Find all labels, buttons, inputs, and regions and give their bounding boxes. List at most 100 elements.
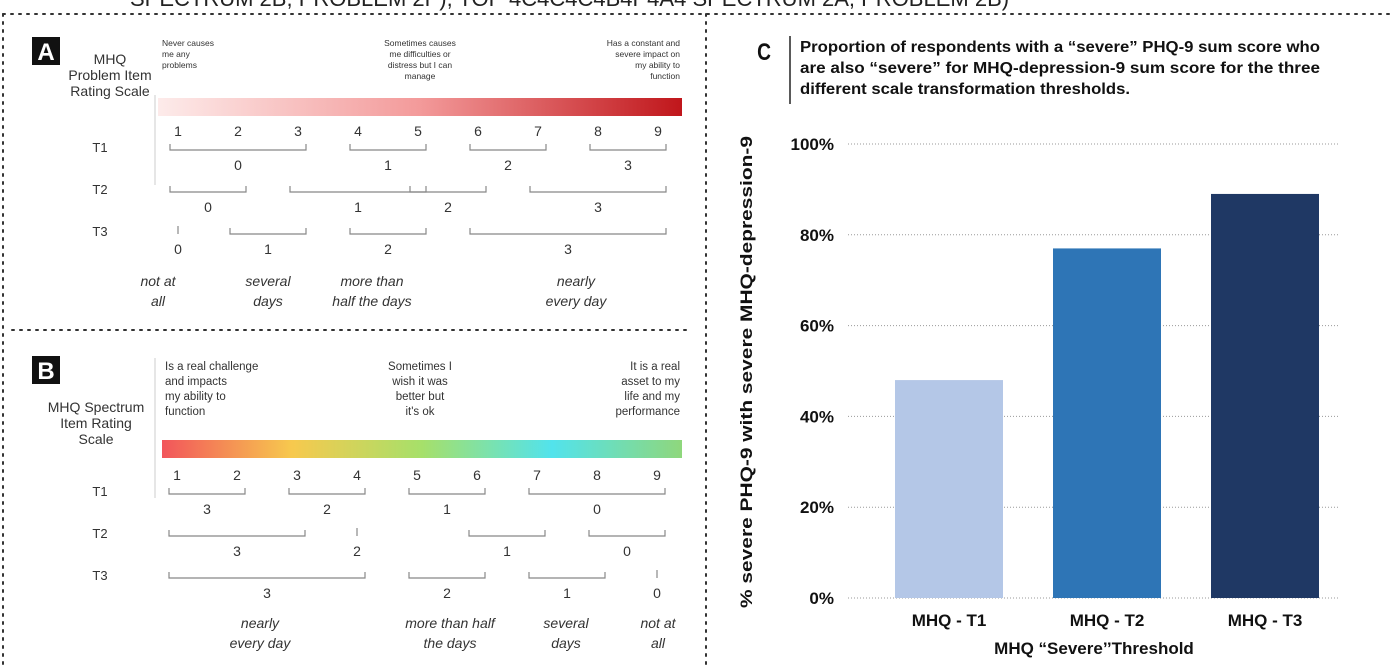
panel-a-frequency-labels: not at all several days more than half the da…: [140, 273, 607, 309]
y-tick-label: 100%: [791, 135, 834, 154]
anchor-text-line: function: [650, 71, 680, 81]
anchor-text-line: It is a real: [630, 361, 680, 373]
threshold-value: 2: [504, 157, 512, 173]
threshold-row-label: T3: [92, 224, 107, 239]
threshold-bracket: 0: [169, 144, 307, 173]
threshold-row-label: T1: [92, 140, 107, 155]
spectrum-gradient-bar: [162, 440, 682, 458]
frequency-label-line: several: [543, 615, 589, 631]
scale-number: 8: [593, 467, 601, 483]
caption-line: Proportion of respondents with a “severe…: [800, 39, 1320, 56]
anchor-text-line: Is a real challenge: [165, 361, 258, 373]
panel-a-title-line: MHQ: [94, 51, 127, 67]
threshold-bracket: 2: [409, 186, 487, 215]
threshold-value: 3: [263, 585, 271, 601]
frequency-label-line: all: [651, 635, 666, 651]
threshold-value: 2: [323, 501, 331, 517]
scale-number: 3: [294, 123, 302, 139]
panel-c-letter: C: [757, 38, 771, 66]
panel-a-title-line: Problem Item: [68, 67, 151, 83]
anchor-text-line: Sometimes I: [388, 361, 452, 373]
panel-b-title-line: MHQ Spectrum: [48, 399, 144, 415]
y-tick-label: 60%: [800, 317, 834, 336]
panel-b-scale-numbers: 1 2 3 4 5 6 7 8 9: [173, 467, 661, 483]
anchor-text-line: and impacts: [165, 376, 227, 388]
panel-a-letter: A: [37, 39, 54, 66]
threshold-bracket: 3: [168, 530, 306, 559]
scale-number: 3: [293, 467, 301, 483]
frequency-label-line: every day: [230, 635, 292, 651]
threshold-value: 2: [384, 241, 392, 257]
anchor-text-line: my ability to: [165, 391, 226, 403]
bar-1: [895, 380, 1003, 598]
panel-a-letter-box: [32, 37, 60, 65]
panel-b-letter: B: [37, 358, 54, 385]
y-tick-label: 40%: [800, 407, 834, 426]
scale-number: 1: [173, 467, 181, 483]
threshold-value: 0: [653, 585, 661, 601]
threshold-row-label: T2: [92, 182, 107, 197]
threshold-bracket: 1: [468, 530, 546, 559]
anchor-text-line: manage: [405, 71, 436, 81]
threshold-bracket: 3: [168, 572, 366, 601]
anchor-text-line: my ability to: [635, 60, 680, 70]
panel-b-anchor-texts: Is a real challenge and impacts my ability…: [165, 361, 680, 418]
frequency-label-line: days: [253, 293, 283, 309]
y-tick-label: 20%: [800, 498, 834, 517]
threshold-bracket: 2: [288, 488, 366, 517]
threshold-value: 3: [233, 543, 241, 559]
threshold-value: 1: [563, 585, 571, 601]
threshold-bracket: 0: [174, 226, 182, 257]
scale-number: 1: [174, 123, 182, 139]
threshold-bracket: 0: [528, 488, 666, 517]
bar-3: [1211, 193, 1319, 598]
threshold-bracket: 1: [408, 488, 486, 517]
threshold-bracket: 1: [349, 144, 427, 173]
anchor-text-line: performance: [615, 406, 680, 418]
threshold-value: 2: [353, 543, 361, 559]
y-tick-label: 80%: [800, 226, 834, 245]
scale-number: 9: [653, 467, 661, 483]
panel-c: C Proportion of respondents with a “seve…: [737, 36, 1340, 658]
frequency-label-line: half the days: [332, 293, 411, 309]
threshold-row-label: T1: [92, 484, 107, 499]
threshold-bracket: 0: [169, 186, 247, 215]
threshold-value: 3: [624, 157, 632, 173]
threshold-bracket: 1: [528, 572, 606, 601]
threshold-value: 0: [234, 157, 242, 173]
frequency-label-line: days: [551, 635, 581, 651]
frequency-label-line: not at: [140, 273, 176, 289]
panel-b-frequency-labels: nearly every day more than half the days sev…: [230, 615, 677, 651]
y-axis-title: % severe PHQ-9 with severe MHQ-depressio…: [737, 136, 756, 608]
scale-number: 8: [594, 123, 602, 139]
threshold-bracket: 2: [469, 144, 547, 173]
anchor-text-line: Has a constant and: [607, 38, 681, 48]
anchor-text-line: me difficulties or: [389, 49, 450, 59]
scale-number: 4: [354, 123, 362, 139]
frequency-label-line: nearly: [557, 273, 596, 289]
x-category-label: MHQ - T3: [1228, 611, 1303, 630]
anchor-text-line: problems: [162, 60, 197, 70]
threshold-bracket: 0: [653, 570, 661, 601]
anchor-text-line: me any: [162, 49, 191, 59]
anchor-text-line: life and my: [624, 391, 680, 403]
frequency-label-line: not at: [640, 615, 676, 631]
threshold-bracket: 1: [229, 228, 307, 257]
anchor-text-line: wish it was: [391, 376, 448, 388]
threshold-value: 1: [354, 199, 362, 215]
threshold-value: 3: [564, 241, 572, 257]
scale-number: 5: [414, 123, 422, 139]
anchor-text-line: severe impact on: [615, 49, 680, 59]
anchor-text-line: asset to my: [621, 376, 680, 388]
threshold-value: 0: [593, 501, 601, 517]
threshold-bracket: 3: [529, 186, 667, 215]
threshold-value: 2: [444, 199, 452, 215]
threshold-bracket: 2: [349, 228, 427, 257]
threshold-value: 3: [594, 199, 602, 215]
bar-chart: 0% 20% 40% 60% 80% 100% MHQ - T1 MHQ - T2 MHQ - …: [737, 135, 1340, 658]
